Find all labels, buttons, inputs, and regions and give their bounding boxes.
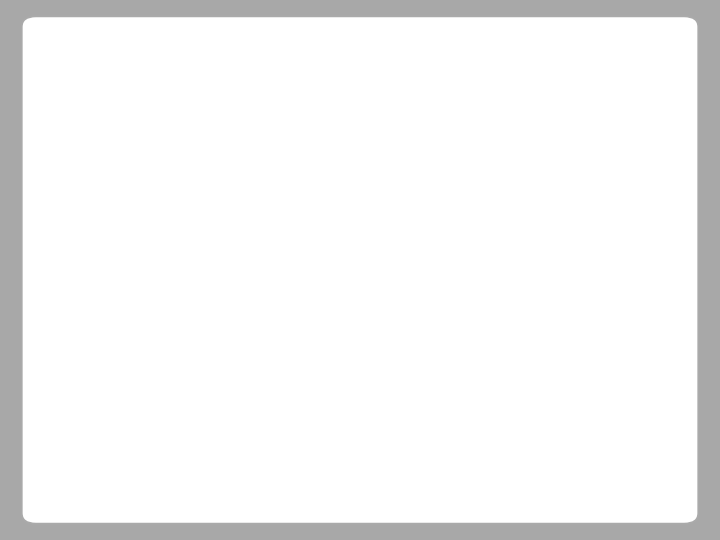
Text: everything is in the correct column: everything is in the correct column (110, 181, 476, 201)
Text: 0.587 - 0.036 =: 0.587 - 0.036 = (104, 321, 344, 349)
Text: Subtraction: Subtraction (240, 53, 480, 87)
Text: 0.587: 0.587 (461, 281, 564, 315)
Text: 0.551: 0.551 (450, 397, 564, 431)
Text: •  Line up the decimal points to make sure: • Line up the decimal points to make sur… (81, 139, 526, 159)
Text: •  Subtract like you would integers: • Subtract like you would integers (81, 223, 444, 243)
Text: 0.036: 0.036 (461, 332, 564, 366)
Text: -: - (434, 332, 447, 366)
